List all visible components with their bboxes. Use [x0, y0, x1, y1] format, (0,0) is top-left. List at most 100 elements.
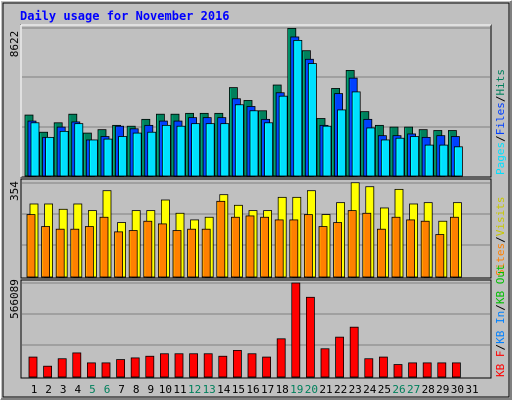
- day-label: 6: [104, 383, 111, 396]
- kb-f-bar: [364, 358, 374, 378]
- day-label: 23: [349, 383, 362, 396]
- pages-bar: [59, 130, 69, 177]
- day-label: 21: [319, 383, 332, 396]
- pages-bar: [132, 132, 142, 177]
- sites-bar: [362, 212, 372, 278]
- sites-bar: [333, 222, 343, 278]
- day-label: 26: [392, 383, 405, 396]
- kb-f-bar: [320, 348, 330, 378]
- kb-f-bar: [218, 355, 228, 378]
- day-label: 9: [147, 383, 154, 396]
- sites-bar: [157, 223, 167, 278]
- pages-bar: [118, 136, 127, 177]
- day-label: 7: [118, 383, 125, 396]
- day-label: 28: [422, 383, 435, 396]
- sites-bar: [230, 216, 240, 278]
- kb-f-bar: [247, 353, 257, 378]
- kb-f-bar: [276, 338, 286, 378]
- legend-kb-in: KB In: [494, 311, 507, 344]
- sites-bar: [260, 216, 270, 278]
- kb-f-bar: [57, 358, 67, 378]
- pages-bar: [30, 122, 40, 177]
- pages-bar: [439, 144, 449, 177]
- legend-sites: Sites: [494, 243, 507, 276]
- day-label: 4: [74, 383, 81, 396]
- day-label: 5: [89, 383, 96, 396]
- kb-f-bar: [87, 362, 96, 378]
- day-label: 17: [261, 383, 274, 396]
- pages-bar: [366, 127, 376, 177]
- legend-kb-out: KB Out: [494, 264, 507, 304]
- day-label: 27: [407, 383, 420, 396]
- kbytes-max-label: 566089: [8, 279, 21, 319]
- hits-panel: [20, 24, 492, 178]
- visits-legend: Sites/Visits: [494, 197, 507, 277]
- sites-bar: [41, 226, 50, 278]
- kb-f-bar: [349, 326, 359, 378]
- pages-bar: [293, 39, 303, 177]
- day-label: 11: [173, 383, 186, 396]
- pages-bar: [205, 123, 215, 177]
- kb-f-bar: [130, 357, 140, 378]
- pages-bar: [89, 139, 98, 177]
- day-label: 2: [45, 383, 52, 396]
- pages-bar: [220, 123, 230, 177]
- kb-f-bar: [145, 355, 155, 378]
- day-label: 18: [276, 383, 289, 396]
- kb-f-bar: [28, 356, 38, 378]
- hits-max-label: 8622: [8, 31, 21, 58]
- sites-bar: [201, 228, 211, 278]
- day-label: 14: [217, 383, 231, 396]
- pages-bar: [234, 104, 244, 177]
- sites-bar: [114, 231, 123, 278]
- legend-pages: Pages: [494, 142, 507, 175]
- kb-f-bar: [451, 362, 461, 378]
- pages-bar: [322, 125, 332, 177]
- kb-f-bar: [232, 350, 242, 378]
- kb-f-bar: [72, 352, 82, 378]
- pages-bar: [45, 136, 54, 177]
- pages-bar: [176, 125, 186, 177]
- kb-f-bar: [437, 362, 447, 378]
- kb-f-bar: [116, 359, 125, 378]
- pages-bar: [103, 138, 113, 177]
- kb-f-bar: [335, 336, 345, 378]
- chart-title: Daily usage for November 2016: [20, 9, 230, 23]
- pages-bar: [307, 63, 317, 177]
- kb-f-bar: [101, 362, 111, 378]
- kb-f-bar: [189, 353, 199, 378]
- day-label: 24: [363, 383, 377, 396]
- kb-f-bar: [408, 362, 418, 378]
- kb-f-bar: [174, 353, 184, 378]
- pages-bar: [380, 139, 390, 177]
- sites-bar: [143, 220, 153, 278]
- sites-bar: [406, 219, 416, 278]
- visits-max-label: 354: [8, 181, 21, 201]
- x-axis-day-labels: 1 2 3 4 5 6 7 8 9 10 11 12 13 14 15 16 17 18 19 20 21 22 23 24 2…: [31, 383, 479, 396]
- pages-bar: [147, 131, 157, 177]
- sites-bar: [274, 219, 284, 278]
- sites-bar: [245, 215, 255, 278]
- pages-bar: [74, 123, 84, 177]
- kbytes-legend: KB F/KB In/KB Out: [494, 264, 507, 377]
- kbytes-panel: [20, 279, 492, 379]
- kb-f-bar: [378, 356, 388, 378]
- day-label: 1: [31, 383, 38, 396]
- day-label: 25: [378, 383, 391, 396]
- sites-bar: [187, 228, 197, 278]
- sites-bar: [99, 216, 109, 278]
- sites-bar: [449, 216, 459, 278]
- day-label: 30: [451, 383, 464, 396]
- visits-panel: [20, 178, 492, 279]
- pages-bar: [395, 137, 405, 177]
- kb-f-bar: [262, 356, 272, 378]
- pages-bar: [278, 95, 288, 177]
- sites-bar: [391, 216, 401, 278]
- day-label: 16: [246, 383, 259, 396]
- sites-bar: [128, 230, 138, 278]
- day-label: 8: [133, 383, 140, 396]
- pages-bar: [351, 91, 361, 177]
- pages-bar: [410, 136, 420, 177]
- pages-bar: [191, 123, 201, 177]
- sites-bar: [70, 228, 80, 278]
